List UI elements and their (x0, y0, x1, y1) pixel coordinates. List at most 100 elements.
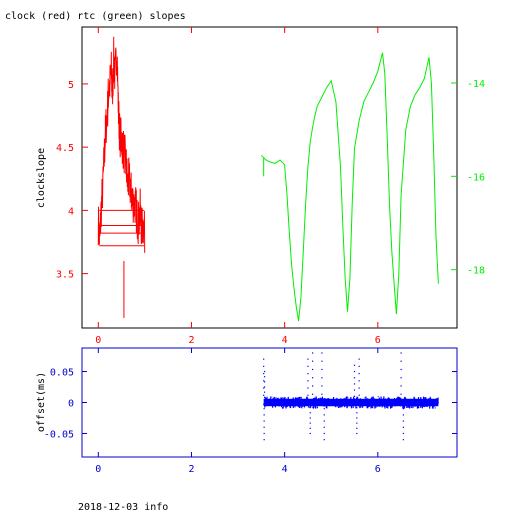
offset-point (311, 368, 314, 371)
offset-point (263, 439, 265, 441)
offset-point (358, 358, 360, 360)
offset-point (263, 408, 265, 410)
offset-point (358, 365, 360, 367)
offset-point (402, 408, 405, 410)
slopes-panel: 0 2 4 6 3.5 4 4.5 5 -14 -16 -18 clockslope (36, 26, 485, 346)
slopes-plot-frame (81, 26, 458, 329)
offset-point (356, 427, 358, 429)
slopes-x-tick-label: 0 (95, 335, 101, 346)
slopes-x-tick-label: 2 (188, 335, 194, 346)
offset-point (311, 360, 314, 362)
offset-point (321, 393, 323, 395)
offset-y-axis-title: offset(ms) (36, 372, 47, 432)
offset-point (400, 368, 402, 371)
slopes-y2-tick-label: -16 (467, 172, 485, 183)
offset-point (263, 432, 265, 435)
offset-x-axis: 0 2 4 6 (95, 348, 381, 475)
slopes-y-tick-label: 4 (68, 206, 74, 217)
slopes-x-tick-label: 4 (282, 335, 288, 346)
offset-x-tick-label: 2 (188, 464, 194, 475)
offset-point (309, 422, 311, 424)
offset-point (400, 352, 402, 354)
offset-point (307, 380, 309, 382)
slopes-x-tick-label: 6 (375, 335, 381, 346)
offset-point (323, 439, 325, 441)
rtc-slope-series (260, 52, 439, 322)
offset-point (309, 427, 311, 429)
offset-point (400, 393, 402, 395)
offset-point (358, 380, 360, 382)
offset-point (356, 422, 358, 424)
chart-title: clock (red) rtc (green) slopes (5, 11, 186, 22)
offset-point (307, 365, 309, 367)
offset-y-tick-label: -0.05 (44, 429, 74, 440)
offset-point (400, 385, 402, 387)
slopes-right-y-axis: -14 -16 -18 (451, 79, 485, 277)
offset-point (402, 439, 405, 441)
offset-point (264, 386, 266, 388)
slopes-y-axis-title: clockslope (36, 148, 47, 208)
offset-point (353, 395, 356, 397)
offset-point (307, 372, 309, 375)
offset-point (263, 387, 265, 389)
offset-point (263, 426, 265, 428)
offset-y-tick-label: 0.05 (50, 368, 74, 379)
offset-point (353, 370, 356, 373)
offset-point (402, 420, 405, 422)
offset-noise-band (263, 396, 439, 409)
offset-point (356, 432, 358, 435)
offset-point (309, 432, 311, 435)
slopes-y-tick-label: 4.5 (56, 143, 74, 154)
offset-point (307, 387, 309, 389)
offset-point (323, 414, 325, 416)
offset-point (323, 426, 325, 428)
clock-slope-series (97, 36, 146, 318)
offset-x-tick-label: 4 (282, 464, 288, 475)
offset-point (307, 394, 309, 396)
footer-info: 2018-12-03 info (78, 502, 168, 512)
rtc-slope-line (260, 52, 439, 322)
offset-point (311, 352, 314, 354)
offset-point (321, 352, 323, 354)
offset-point (309, 417, 311, 419)
offset-point (321, 368, 323, 371)
offset-point (358, 394, 360, 396)
offset-point (309, 407, 311, 409)
offset-x-tick-label: 6 (375, 464, 381, 475)
offset-point (311, 385, 314, 387)
offset-point (263, 365, 265, 367)
offset-point (263, 372, 265, 375)
offset-point (402, 414, 405, 416)
offset-point (402, 432, 405, 435)
offset-point (263, 358, 265, 360)
offset-noise-core (263, 398, 439, 407)
offset-point (353, 383, 356, 385)
offset-y-tick-label: 0 (68, 399, 74, 410)
offset-point (321, 360, 323, 362)
offset-point (356, 417, 358, 419)
offset-point (402, 426, 405, 428)
offset-point (263, 414, 265, 416)
offset-series (263, 352, 405, 441)
slopes-y-tick-label: 3.5 (56, 270, 74, 281)
offset-point (353, 364, 356, 366)
offset-point (353, 377, 356, 379)
offset-point (323, 408, 325, 410)
offset-point (264, 376, 266, 378)
offset-point (358, 372, 360, 375)
offset-point (264, 391, 266, 393)
offset-point (356, 412, 358, 414)
offset-point (263, 394, 265, 396)
offset-point (309, 412, 311, 414)
offset-point (264, 396, 266, 398)
offset-point (323, 432, 325, 435)
offset-point (321, 377, 323, 379)
offset-point (323, 420, 325, 422)
offset-point (263, 420, 265, 422)
slopes-y2-tick-label: -14 (467, 79, 485, 90)
offset-panel: 0 2 4 6 0.05 0 -0.05 offset(ms) (36, 347, 458, 475)
offset-point (321, 385, 323, 387)
offset-point (353, 389, 356, 391)
offset-point (311, 377, 314, 379)
